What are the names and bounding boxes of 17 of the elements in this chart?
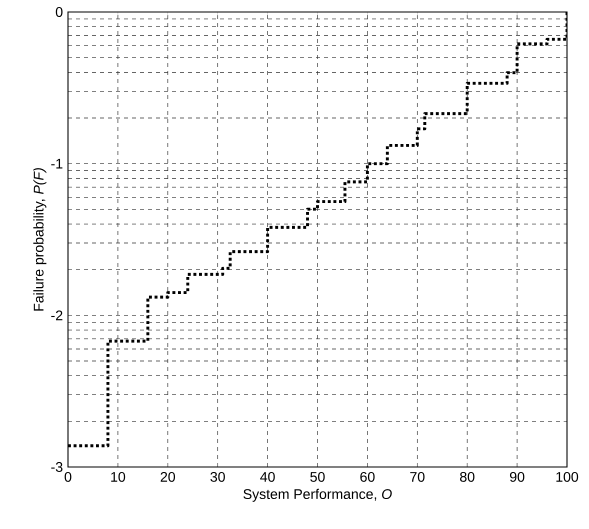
y-tick-label: -2 xyxy=(51,310,62,320)
x-tick-label: 40 xyxy=(260,472,275,482)
x-axis-title: System Performance, O xyxy=(243,488,392,502)
x-tick-label: 50 xyxy=(310,472,325,482)
x-tick-label: 60 xyxy=(360,472,375,482)
y-tick-label: -3 xyxy=(51,462,62,472)
x-tick-label: 80 xyxy=(460,472,474,482)
x-tick-label: 10 xyxy=(111,472,126,482)
y-tick-label: -1 xyxy=(51,158,62,168)
x-tick-label: 20 xyxy=(160,472,176,482)
y-tick-label: 0 xyxy=(56,7,63,17)
y-axis-title: Failure probability, P(F) xyxy=(33,168,46,311)
x-tick-label: 90 xyxy=(510,472,524,482)
x-tick-label: 0 xyxy=(64,472,72,482)
x-tick-label: 100 xyxy=(556,472,578,482)
x-tick-label: 30 xyxy=(210,472,225,482)
x-tick-label: 70 xyxy=(410,472,425,482)
